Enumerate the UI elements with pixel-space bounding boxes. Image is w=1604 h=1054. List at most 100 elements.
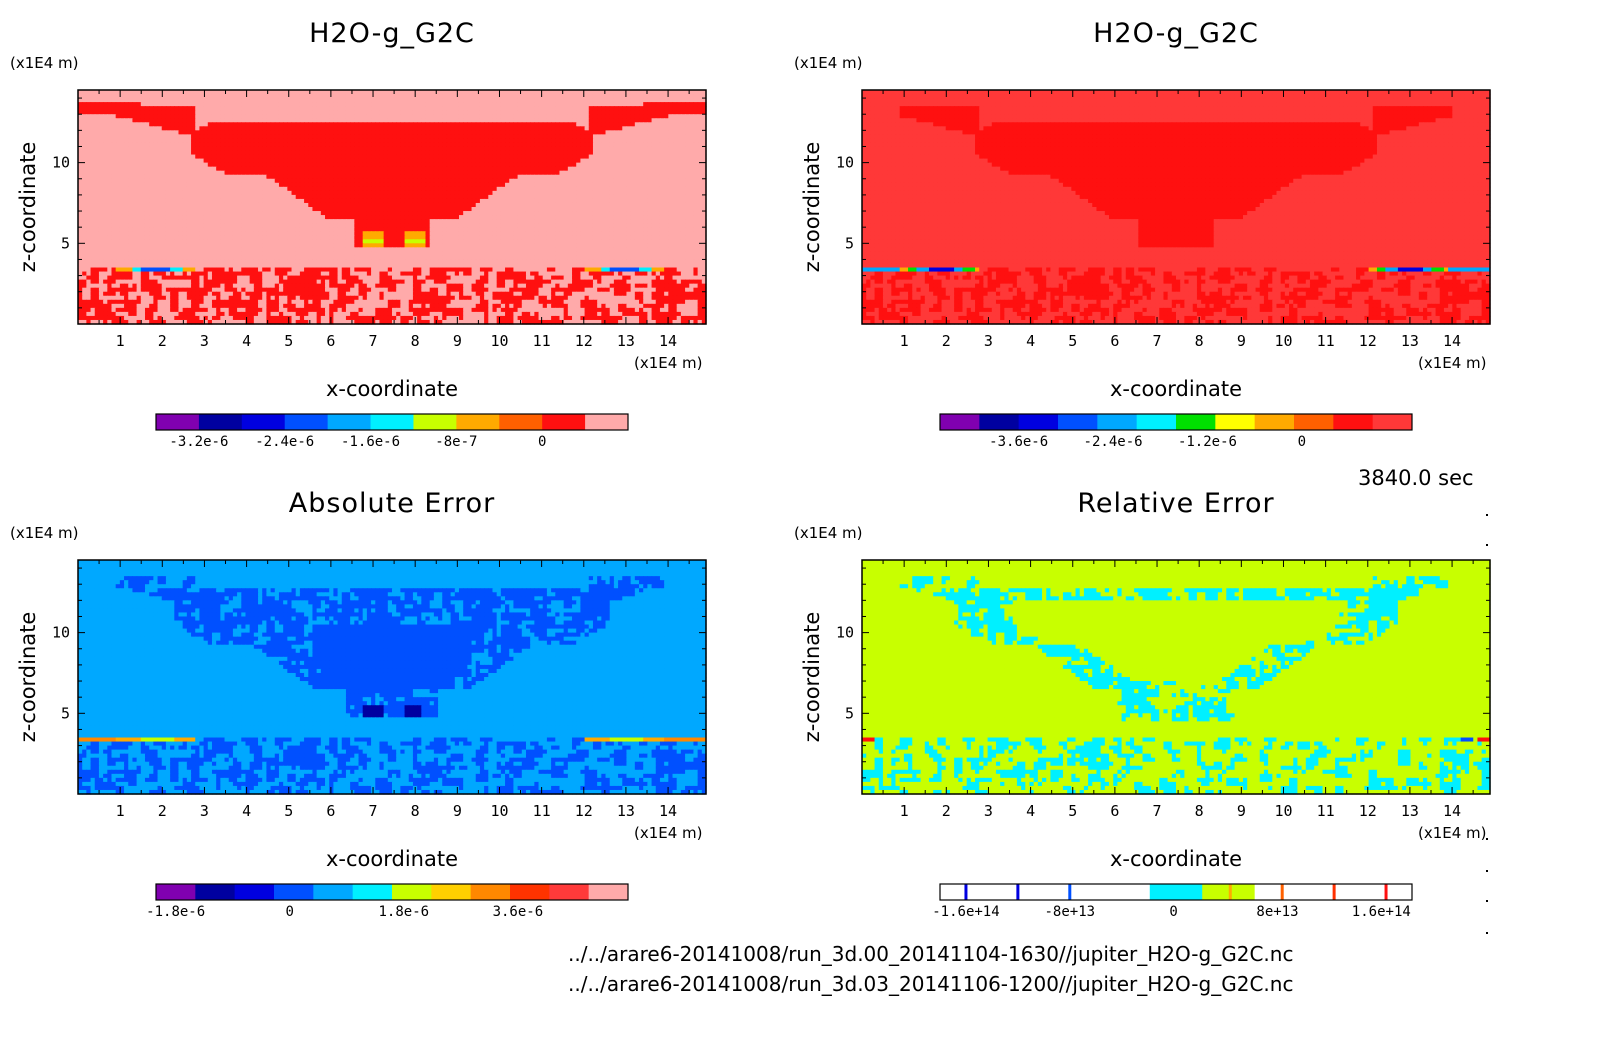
x-tick-label: 5 [284,332,293,350]
colorbar-label: -2.4e-6 [255,434,314,450]
chart-title: H2O-g_G2C [1093,18,1259,49]
x-tick-label: 11 [1317,802,1335,820]
x-tick-label: 3 [984,332,993,350]
colorbar-segment [940,414,980,430]
colorbar-label: -8e+13 [1045,904,1096,920]
x-tick-label: 8 [1195,802,1204,820]
colorbar: -1.8e-6 0 1.8e-6 3.6e-6 [146,883,629,920]
colorbar-segment [1058,414,1098,430]
x-tick-label: 12 [575,802,593,820]
x-tick-label: 7 [1153,332,1162,350]
colorbar-segment [979,414,1020,430]
x-tick-label: 11 [533,332,551,350]
chart-title: Absolute Error [289,488,495,519]
plot-frame [861,559,1491,795]
colorbar-segment [1176,414,1216,430]
colorbar-label: 0 [286,904,294,920]
colorbar-segment [1097,884,1151,900]
file-path-2: ../../arare6-20141008/run_3d.03_20141106… [568,972,1293,996]
x-axis-label: x-coordinate [326,847,458,871]
colorbar-label: 0 [538,434,546,450]
colorbar-segment [274,884,314,900]
chart-panel-2: H2O-g_G2C (x1E4 m) (x1E4 m) x-coordinate z-c… [784,0,1574,480]
x-tick-label: 14 [659,332,677,350]
x-tick-label: 3 [200,802,209,820]
x-axis-unit: (x1E4 m) [634,354,703,372]
margin-dot [1486,932,1488,934]
x-tick-label: 2 [158,332,167,350]
colorbar-segment [327,414,372,430]
colorbar-segment [1097,414,1138,430]
x-tick-label: 2 [158,802,167,820]
colorbar-segment [284,414,329,430]
colorbar-label: 1.6e+14 [1352,904,1411,920]
y-tick-label: 5 [845,704,854,722]
x-axis-label: x-coordinate [1110,847,1242,871]
x-tick-label: 2 [942,802,951,820]
y-axis-unit: (x1E4 m) [794,524,863,542]
x-tick-label: 6 [326,802,335,820]
x-tick-label: 7 [1153,802,1162,820]
colorbar-label: -3.6e-6 [989,434,1048,450]
x-tick-label: 13 [617,802,635,820]
x-axis-unit: (x1E4 m) [634,824,703,842]
y-tick-label: 10 [836,624,854,642]
colorbar-segment [542,414,586,430]
x-axis-unit: (x1E4 m) [1418,824,1487,842]
x-tick-label: 9 [1237,332,1246,350]
colorbar-label: -1.6e+14 [932,904,999,920]
x-tick-label: 12 [1359,802,1377,820]
y-axis-unit: (x1E4 m) [10,524,79,542]
x-tick-label: 1 [900,802,909,820]
heatmap-field [862,560,1491,795]
x-tick-label: 11 [533,802,551,820]
colorbar-label: 8e+13 [1256,904,1298,920]
colorbar-label: -8e-7 [435,434,477,450]
x-tick-label: 9 [453,332,462,350]
x-tick-label: 8 [1195,332,1204,350]
x-tick-label: 13 [1401,332,1419,350]
colorbar-segment [470,884,511,900]
x-tick-label: 3 [200,332,209,350]
x-tick-label: 12 [1359,332,1377,350]
colorbar-segment [588,884,629,900]
colorbar-segment [499,414,543,430]
x-tick-label: 4 [1026,802,1035,820]
colorbar-segment [234,884,275,900]
x-tick-label: 10 [1274,802,1292,820]
colorbar-segment [1215,414,1256,430]
x-tick-label: 14 [1443,332,1461,350]
x-tick-label: 5 [1068,802,1077,820]
x-tick-label: 1 [900,332,909,350]
y-axis-unit: (x1E4 m) [10,54,79,72]
plot-frame [77,89,707,325]
heatmap-field [862,90,1491,325]
colorbar-segment [156,884,196,900]
colorbar-segment [585,414,629,430]
x-tick-label: 14 [1443,802,1461,820]
colorbar-label: -3.2e-6 [169,434,228,450]
colorbar-segment [549,884,590,900]
margin-dot [1486,870,1488,872]
colorbar-segment [431,884,472,900]
x-tick-label: 9 [1237,802,1246,820]
x-tick-label: 8 [411,802,420,820]
x-tick-label: 12 [575,332,593,350]
colorbar-label: 0 [1298,434,1306,450]
x-axis-unit: (x1E4 m) [1418,354,1487,372]
x-tick-label: 6 [1110,802,1119,820]
x-tick-label: 1 [116,332,125,350]
colorbar-segment [156,414,200,430]
plot-frame [861,89,1491,325]
colorbar-segment [1202,884,1256,900]
colorbar: -3.6e-6 -2.4e-6 -1.2e-6 0 [939,413,1413,450]
heatmap-field [78,560,707,795]
y-tick-label: 10 [52,154,70,172]
x-tick-label: 13 [1401,802,1419,820]
heatmap-field [78,90,707,325]
plot-frame [77,559,707,795]
margin-dot [1486,514,1488,516]
